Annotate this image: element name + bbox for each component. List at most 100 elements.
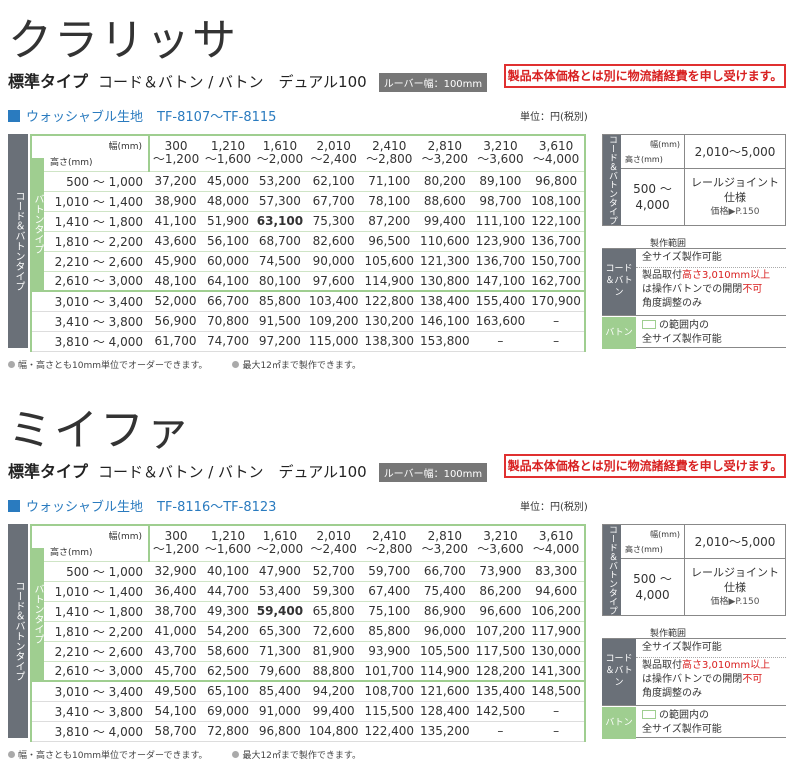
range-box-icon [642, 710, 656, 719]
type-line: 標準タイプ コード＆バトン / バトン デュアル100 ルーバー幅：100mm [8, 458, 488, 482]
height-header: 1,810 〜 2,200 [30, 621, 149, 642]
price-cell: 36,400 [149, 581, 203, 602]
cord-baton-side-label: コード＆バトンタイプ [8, 524, 28, 738]
price-reference: 価格▶P.150 [710, 207, 760, 217]
height-header: 2,610 〜 3,000 [30, 661, 149, 682]
price-cell: 142,500 [472, 701, 529, 722]
price-cell: 136,700 [472, 251, 529, 272]
price-cell: 49,300 [202, 601, 254, 622]
price-cell: 123,900 [472, 231, 529, 252]
price-cell: 122,400 [361, 721, 418, 742]
price-cell: 94,200 [305, 681, 362, 702]
rail-joint-spec: レールジョイント 仕様 価格▶P.150 [685, 169, 785, 225]
price-cell: 41,100 [149, 211, 203, 232]
square-icon [8, 110, 20, 122]
price-cell: 147,100 [472, 271, 529, 292]
baton-side-label: バトンタイプ [30, 548, 44, 680]
price-cell: 43,600 [149, 231, 203, 252]
price-cell: 53,200 [253, 171, 306, 192]
prod-cord-baton-label: コード＆バトン [602, 639, 636, 705]
height-header: 1,410 〜 1,800 [30, 211, 149, 232]
table-row: 3,810 〜 4,000 58,700 72,800 96,800 104,800 12… [30, 721, 586, 742]
price-cell: 85,800 [253, 291, 306, 312]
footnote-1: 幅・高さとも10mm単位でオーダーできます。 [18, 751, 208, 761]
price-cell: 85,400 [253, 681, 306, 702]
height-header: 1,010 〜 1,400 [30, 191, 149, 212]
price-cell: 80,100 [253, 271, 306, 292]
logistics-notice: 製品本体価格とは別に物流諸経費を申し受けます。 [504, 64, 786, 88]
price-cell: – [472, 331, 529, 352]
price-cell: – [528, 721, 586, 742]
price-cell: 66,700 [417, 561, 473, 582]
price-cell: 59,300 [305, 581, 362, 602]
logistics-notice: 製品本体価格とは別に物流諸経費を申し受けます。 [504, 454, 786, 478]
height-header: 3,410 〜 3,800 [30, 701, 149, 722]
table-row: 500 〜 1,000 32,900 40,100 47,900 52,700 59,70… [30, 561, 586, 582]
price-cell: 49,500 [149, 681, 203, 702]
rail-joint-box: コード＆バトンタイプ 幅(mm) 高さ(mm) 2,010〜5,000 500 … [602, 134, 786, 226]
table-row: 2,210 〜 2,600 45,900 60,000 74,500 90,000 105… [30, 251, 586, 272]
width-header: 2,410 〜2,800 [361, 134, 418, 171]
bullet-icon [8, 361, 15, 368]
price-cell: 56,900 [149, 311, 203, 332]
fabric-name: ウォッシャブル生地 [26, 110, 144, 125]
bullet-icon [8, 751, 15, 758]
price-cell: 111,100 [472, 211, 529, 232]
price-cell: 71,100 [361, 171, 418, 192]
price-cell: 72,600 [305, 621, 362, 642]
price-cell: 107,200 [472, 621, 529, 642]
type-standard: 標準タイプ [8, 462, 89, 481]
price-cell: 138,300 [361, 331, 418, 352]
height-header: 1,010 〜 1,400 [30, 581, 149, 602]
bullet-icon [232, 751, 240, 758]
price-cell: 58,700 [149, 721, 203, 742]
price-cell: 91,000 [253, 701, 306, 722]
type-standard: 標準タイプ [8, 72, 89, 91]
table-row: 3,810 〜 4,000 61,700 74,700 97,200 115,000 13… [30, 331, 586, 352]
price-cell: 117,900 [528, 621, 586, 642]
square-icon [8, 500, 20, 512]
bullet-icon [232, 361, 240, 368]
price-cell: 70,800 [202, 311, 254, 332]
price-cell: 121,300 [417, 251, 473, 272]
price-cell: 114,900 [417, 661, 473, 682]
price-cell: 85,800 [361, 621, 418, 642]
price-cell: 96,000 [417, 621, 473, 642]
prod-baton-label: バトン [602, 317, 636, 349]
cord-baton-side-label: コード＆バトンタイプ [8, 134, 28, 348]
price-cell: 128,400 [417, 701, 473, 722]
price-cell: 96,800 [528, 171, 586, 192]
width-header: 1,610 〜2,000 [253, 134, 306, 171]
price-cell: 115,500 [361, 701, 418, 722]
height-header: 3,410 〜 3,800 [30, 311, 149, 332]
rail-header-cell: 幅(mm) 高さ(mm) [621, 525, 685, 559]
production-range-title: 製作範囲 [650, 239, 687, 249]
price-cell: 59,700 [361, 561, 418, 582]
price-cell: 104,800 [305, 721, 362, 742]
price-cell: 106,200 [528, 601, 586, 622]
footnote-1: 幅・高さとも10mm単位でオーダーできます。 [18, 361, 208, 371]
price-cell: 91,500 [253, 311, 306, 332]
price-cell: 78,100 [361, 191, 418, 212]
price-cell: 89,100 [472, 171, 529, 192]
price-cell: 82,600 [305, 231, 362, 252]
table-row: 3,410 〜 3,800 56,900 70,800 91,500 109,200 13… [30, 311, 586, 332]
price-cell: – [472, 721, 529, 742]
footnote-2: 最大12㎡まで製作できます。 [242, 361, 361, 371]
height-header: 2,210 〜 2,600 [30, 251, 149, 272]
product-title: クラリッサ [8, 15, 238, 66]
table-row: 1,810 〜 2,200 43,600 56,100 68,700 82,600 96,… [30, 231, 586, 252]
price-cell: 98,700 [472, 191, 529, 212]
price-cell: 81,900 [305, 641, 362, 662]
price-cell: 38,900 [149, 191, 203, 212]
rail-height-label: 高さ(mm) [625, 155, 663, 164]
price-cell: 136,700 [528, 231, 586, 252]
price-cell: 74,500 [253, 251, 306, 272]
price-cell: 75,100 [361, 601, 418, 622]
production-range-box: コード＆バトン バトン 全サイズ製作可能 製品取付高さ3,010mm以上 は操作… [602, 638, 786, 739]
prod-cord-baton-label: コード＆バトン [602, 249, 636, 315]
price-cell: 93,900 [361, 641, 418, 662]
price-cell: 121,600 [417, 681, 473, 702]
prod-baton-note: の範囲内の 全サイズ製作可能 [642, 710, 722, 735]
prod-restriction: 製品取付高さ3,010mm以上 は操作バトンでの開閉不可 角度調整のみ [642, 660, 771, 699]
